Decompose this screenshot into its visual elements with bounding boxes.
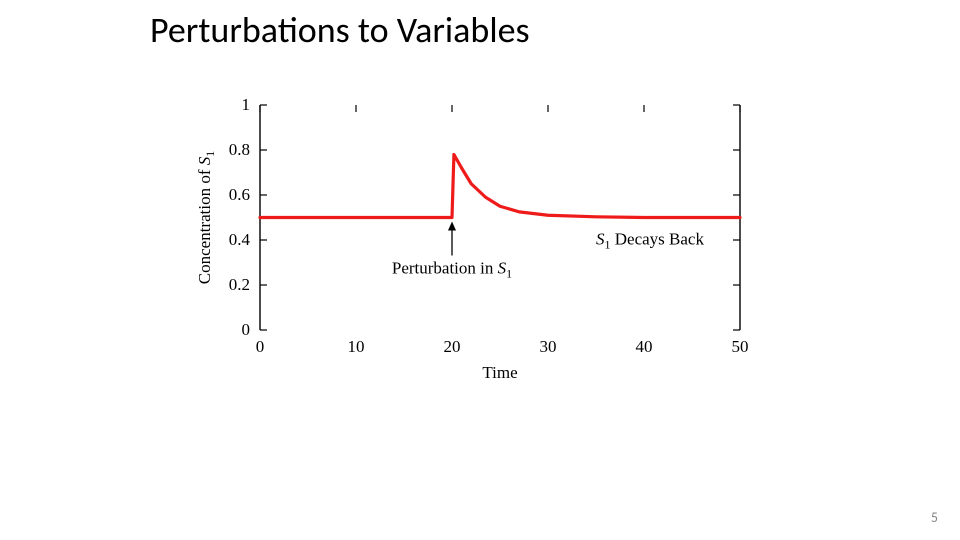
perturb-arrow-head — [448, 222, 456, 231]
x-axis-label: Time — [482, 363, 517, 382]
x-tick-label: 20 — [444, 337, 461, 356]
x-tick-label: 30 — [540, 337, 557, 356]
perturbation-chart: 00.20.40.60.8101020304050TimeConcentrati… — [190, 95, 760, 385]
y-tick-label: 0.4 — [229, 230, 251, 249]
page-number: 5 — [931, 509, 938, 526]
slide-title: Perturbations to Variables — [150, 8, 530, 52]
y-axis-label: Concentration of S1 — [195, 151, 217, 284]
perturb-label: Perturbation in S1 — [392, 259, 512, 281]
y-tick-label: 0 — [242, 320, 251, 339]
y-tick-label: 1 — [242, 95, 251, 114]
y-tick-label: 0.2 — [229, 275, 250, 294]
x-tick-label: 0 — [256, 337, 265, 356]
data-series — [260, 155, 740, 218]
decay-label: S1 Decays Back — [596, 230, 704, 252]
y-tick-label: 0.8 — [229, 140, 250, 159]
x-tick-label: 10 — [348, 337, 365, 356]
x-tick-label: 40 — [636, 337, 653, 356]
x-tick-label: 50 — [732, 337, 749, 356]
y-tick-label: 0.6 — [229, 185, 250, 204]
